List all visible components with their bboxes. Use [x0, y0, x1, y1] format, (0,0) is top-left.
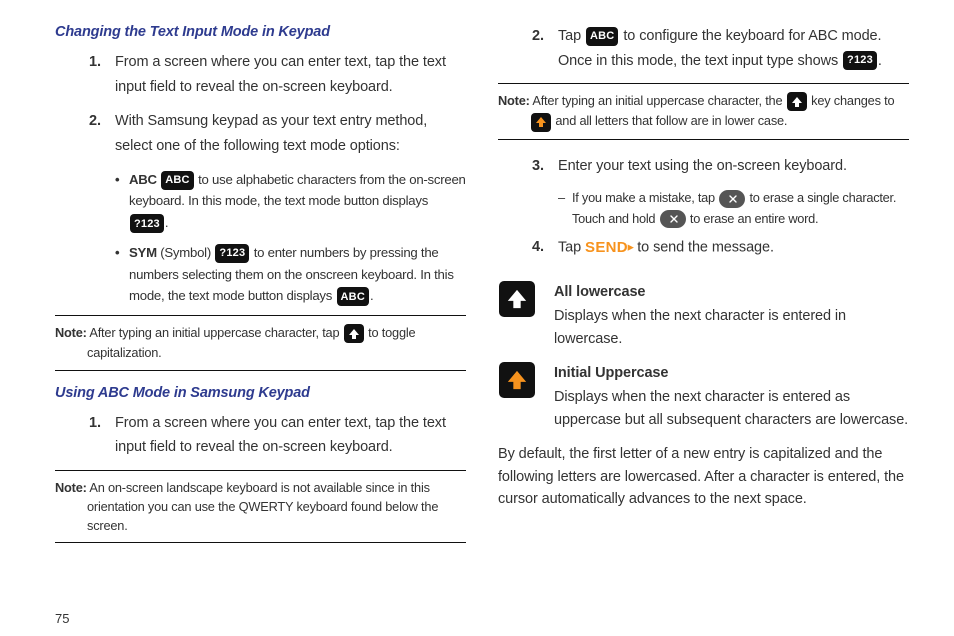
left-column: Changing the Text Input Mode in Keypad 1… [55, 24, 466, 589]
list-item: 4. Tap SEND▸ to send the message. [532, 235, 909, 261]
q123-badge: ?123 [130, 214, 164, 233]
note-label: Note: [498, 93, 530, 108]
bullet-text: . [165, 215, 168, 230]
dash-item: – If you make a mistake, tap to erase a … [558, 188, 909, 229]
legend-row: All lowercase Displays when the next cha… [498, 281, 909, 350]
bullet-text: . [370, 288, 373, 303]
list-body: Tap ABC to configure the keyboard for AB… [558, 24, 909, 73]
legend-title: All lowercase [554, 281, 909, 303]
note-text: key changes to [808, 93, 895, 108]
dash-body: If you make a mistake, tap to erase a si… [572, 188, 909, 229]
legend-body: Displays when the next character is ente… [554, 308, 846, 346]
bullet-body: SYM (Symbol) ?123 to enter numbers by pr… [129, 242, 466, 307]
legend-text: Initial Uppercase Displays when the next… [554, 362, 909, 431]
list-item: 1. From a screen where you can enter tex… [89, 50, 466, 99]
step-text: Tap [558, 240, 585, 256]
note-text: After typing an initial uppercase charac… [530, 93, 786, 108]
note-text: and all letters that follow are in lower… [552, 113, 787, 128]
list-number: 3. [532, 154, 558, 179]
list-number: 1. [89, 50, 115, 75]
note-block: Note: An on-screen landscape keyboard is… [55, 470, 466, 544]
shift-up-orange-icon [531, 113, 551, 132]
legend-text: All lowercase Displays when the next cha… [554, 281, 909, 350]
list-body: From a screen where you can enter text, … [115, 50, 466, 99]
sym-label: SYM [129, 245, 157, 260]
dash-text: If you make a mistake, tap [572, 190, 718, 205]
bullet-body: ABC ABC to use alphabetic characters fro… [129, 169, 466, 234]
legend-body: Displays when the next character is ente… [554, 389, 908, 427]
list-number: 2. [89, 109, 115, 134]
list-item: 2. With Samsung keypad as your text entr… [89, 109, 466, 158]
dash-text: to erase an entire word. [687, 211, 819, 226]
note-block: Note: After typing an initial uppercase … [498, 83, 909, 139]
dash-mark: – [558, 188, 572, 208]
list-item: 3. Enter your text using the on-screen k… [532, 154, 909, 179]
backspace-icon [719, 190, 745, 208]
legend-title: Initial Uppercase [554, 362, 909, 384]
note-block: Note: After typing an initial uppercase … [55, 315, 466, 370]
bullet-item: • ABC ABC to use alphabetic characters f… [115, 169, 466, 234]
right-column: 2. Tap ABC to configure the keyboard for… [498, 24, 909, 589]
q123-badge: ?123 [215, 244, 249, 263]
list-body: Enter your text using the on-screen keyb… [558, 154, 909, 179]
list-item: 1. From a screen where you can enter tex… [89, 411, 466, 460]
send-arrow-icon: ▸ [628, 242, 633, 254]
note-text: to toggle [365, 325, 416, 340]
initial-uppercase-icon [499, 362, 535, 398]
abc-label: ABC [129, 172, 157, 187]
list-number: 4. [532, 235, 558, 260]
list-number: 2. [532, 24, 558, 49]
step-text: . [878, 53, 882, 69]
list-number: 1. [89, 411, 115, 436]
step-text: Tap [558, 28, 585, 44]
note-label: Note: [55, 480, 87, 495]
bullet-mark: • [115, 242, 129, 264]
abc-badge: ABC [586, 27, 618, 46]
legend-row: Initial Uppercase Displays when the next… [498, 362, 909, 431]
q123-badge: ?123 [843, 51, 877, 70]
list-item: 2. Tap ABC to configure the keyboard for… [532, 24, 909, 73]
bullet-item: • SYM (Symbol) ?123 to enter numbers by … [115, 242, 466, 307]
columns: Changing the Text Input Mode in Keypad 1… [55, 24, 909, 589]
note-text: capitalization. [55, 343, 466, 362]
bullet-text: (Symbol) [157, 245, 215, 260]
note-indent: and all letters that follow are in lower… [498, 111, 909, 131]
backspace-icon [660, 210, 686, 228]
heading-text-input-mode: Changing the Text Input Mode in Keypad [55, 24, 466, 40]
note-text: orientation you can use the QWERTY keybo… [55, 497, 466, 535]
list-body: From a screen where you can enter text, … [115, 411, 466, 460]
shift-up-icon [344, 324, 364, 343]
send-label: SEND [585, 239, 628, 256]
step-text: to send the message. [637, 240, 774, 256]
note-label: Note: [55, 325, 87, 340]
page-number: 75 [55, 611, 69, 626]
list-body: With Samsung keypad as your text entry m… [115, 109, 466, 158]
heading-abc-mode: Using ABC Mode in Samsung Keypad [55, 385, 466, 401]
closing-paragraph: By default, the first letter of a new en… [498, 443, 909, 510]
shift-up-icon [787, 92, 807, 111]
abc-badge: ABC [161, 171, 193, 190]
all-lowercase-icon [499, 281, 535, 317]
bullet-mark: • [115, 169, 129, 191]
note-text: After typing an initial uppercase charac… [87, 325, 343, 340]
list-body: Tap SEND▸ to send the message. [558, 235, 909, 261]
note-text: An on-screen landscape keyboard is not a… [87, 480, 430, 495]
abc-badge: ABC [337, 287, 369, 306]
